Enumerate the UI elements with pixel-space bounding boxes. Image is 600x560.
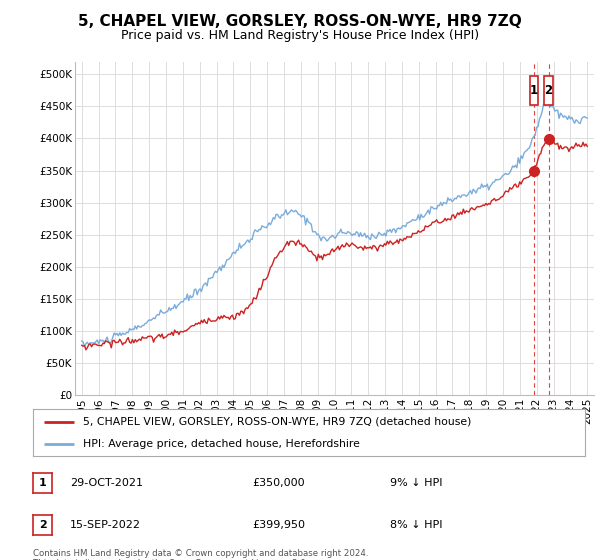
- FancyBboxPatch shape: [544, 76, 553, 105]
- Text: 1: 1: [530, 84, 538, 97]
- Text: 5, CHAPEL VIEW, GORSLEY, ROSS-ON-WYE, HR9 7ZQ (detached house): 5, CHAPEL VIEW, GORSLEY, ROSS-ON-WYE, HR…: [83, 417, 471, 427]
- Text: 1: 1: [39, 478, 46, 488]
- Text: Contains HM Land Registry data © Crown copyright and database right 2024.
This d: Contains HM Land Registry data © Crown c…: [33, 549, 368, 560]
- Text: 5, CHAPEL VIEW, GORSLEY, ROSS-ON-WYE, HR9 7ZQ: 5, CHAPEL VIEW, GORSLEY, ROSS-ON-WYE, HR…: [78, 14, 522, 29]
- Text: 29-OCT-2021: 29-OCT-2021: [70, 478, 143, 488]
- Text: £399,950: £399,950: [252, 520, 305, 530]
- Text: 2: 2: [39, 520, 46, 530]
- Text: Price paid vs. HM Land Registry's House Price Index (HPI): Price paid vs. HM Land Registry's House …: [121, 29, 479, 42]
- Text: £350,000: £350,000: [252, 478, 305, 488]
- FancyBboxPatch shape: [530, 76, 538, 105]
- Text: 8% ↓ HPI: 8% ↓ HPI: [390, 520, 443, 530]
- Text: 9% ↓ HPI: 9% ↓ HPI: [390, 478, 443, 488]
- Text: 2: 2: [545, 84, 553, 97]
- Text: 15-SEP-2022: 15-SEP-2022: [70, 520, 141, 530]
- Text: HPI: Average price, detached house, Herefordshire: HPI: Average price, detached house, Here…: [83, 438, 359, 449]
